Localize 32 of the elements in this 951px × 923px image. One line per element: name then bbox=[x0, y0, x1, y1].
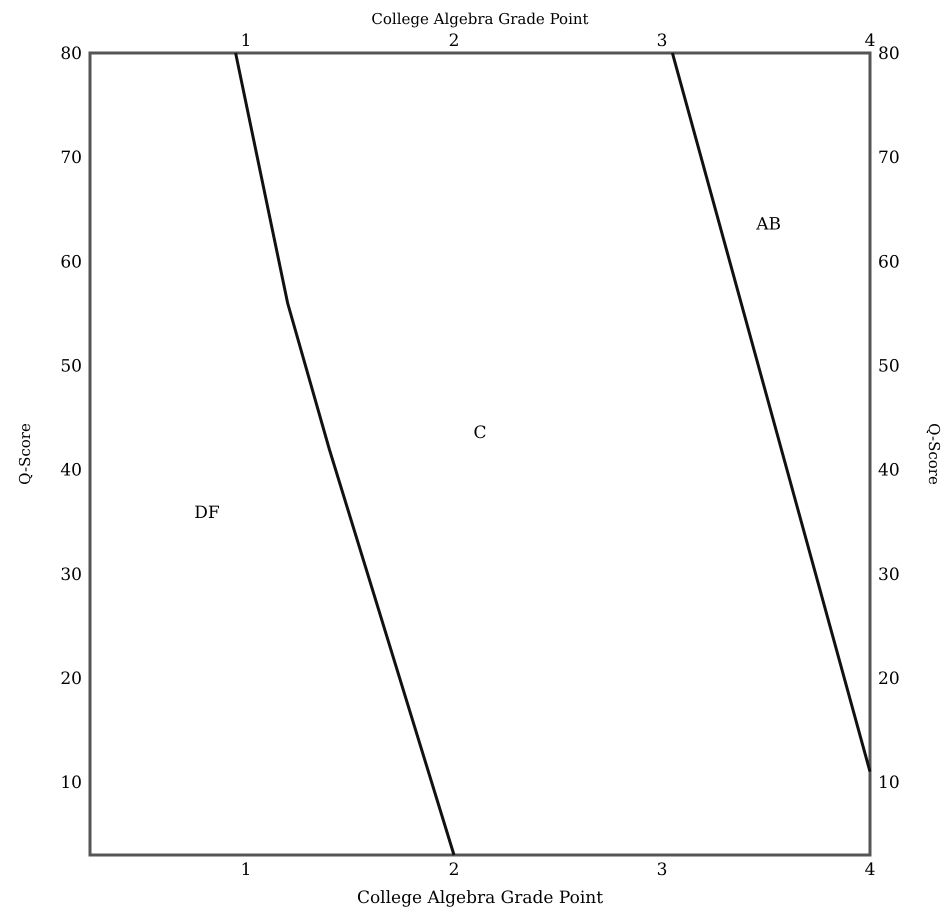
y2-tick-label: 50 bbox=[878, 356, 900, 376]
x-tick-label: 4 bbox=[864, 31, 876, 51]
y2-tick-label: 80 bbox=[878, 44, 900, 64]
y2-tick-label: 40 bbox=[878, 460, 900, 481]
x2-tick-label: 3 bbox=[656, 860, 668, 880]
x-tick-label: 3 bbox=[656, 31, 668, 51]
y-tick-label: 70 bbox=[60, 148, 82, 168]
x2-axis-title: College Algebra Grade Point bbox=[371, 10, 589, 28]
y-axis-title: Q-Score bbox=[16, 423, 34, 485]
x-axis-title: College Algebra Grade Point bbox=[356, 888, 604, 908]
y-tick-label: 10 bbox=[60, 773, 82, 794]
x-tick-label: 2 bbox=[448, 31, 460, 51]
annotation: C bbox=[473, 422, 487, 443]
annotation: DF bbox=[194, 503, 220, 524]
annotation: AB bbox=[755, 214, 781, 234]
x2-tick-label: 2 bbox=[448, 860, 460, 880]
y-tick-label: 80 bbox=[60, 44, 82, 64]
y-tick-label: 60 bbox=[60, 252, 82, 272]
line-series bbox=[234, 52, 456, 856]
y2-tick-label: 30 bbox=[878, 564, 900, 585]
y2-tick-label: 60 bbox=[878, 252, 900, 272]
y2-tick-label: 20 bbox=[878, 668, 900, 689]
y-tick-label: 30 bbox=[60, 564, 82, 585]
y-tick-label: 20 bbox=[60, 668, 82, 689]
y-tick-label: 50 bbox=[60, 356, 82, 376]
y2-tick-label: 70 bbox=[878, 148, 900, 168]
x2-tick-label: 4 bbox=[864, 860, 876, 880]
y2-tick-label: 10 bbox=[878, 773, 900, 794]
x2-tick-label: 1 bbox=[240, 860, 252, 880]
y-tick-label: 40 bbox=[60, 460, 82, 481]
y2-axis-title: Q-Score bbox=[925, 423, 943, 485]
x-tick-label: 1 bbox=[240, 31, 252, 51]
